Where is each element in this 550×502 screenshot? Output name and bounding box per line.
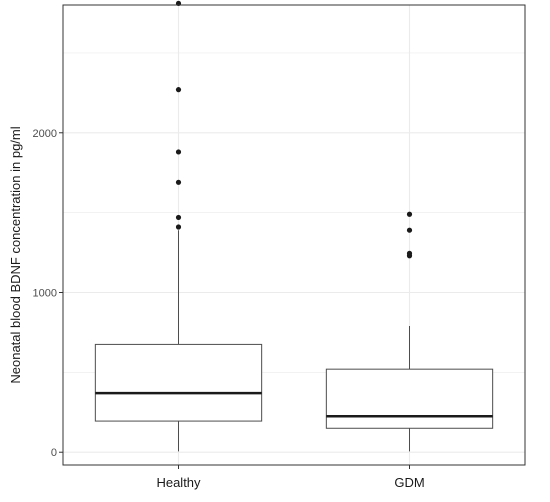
axes-layer: 0 1000 2000 Healthy GDM — [33, 128, 425, 490]
outlier-point — [175, 87, 182, 93]
outlier-point — [406, 227, 413, 233]
x-tick-label: Healthy — [156, 475, 201, 490]
outlier-point — [175, 179, 182, 185]
y-tick-label: 0 — [51, 447, 57, 459]
box-iqr — [94, 343, 263, 422]
y-tick-label: 2000 — [33, 128, 57, 140]
box-gdm — [325, 211, 494, 452]
box-healthy — [94, 0, 263, 452]
outlier-point — [406, 211, 413, 217]
y-axis-title: Neonatal blood BDNF concentration in pg/… — [8, 126, 23, 383]
y-tick-label: 1000 — [33, 288, 57, 300]
outlier-point — [406, 250, 413, 256]
outlier-point — [175, 149, 182, 155]
outlier-point — [175, 224, 182, 230]
x-tick-label: GDM — [394, 475, 424, 490]
panel-border — [62, 4, 526, 466]
box-iqr — [325, 368, 494, 429]
outlier-point — [175, 214, 182, 221]
boxes-layer — [94, 0, 494, 452]
